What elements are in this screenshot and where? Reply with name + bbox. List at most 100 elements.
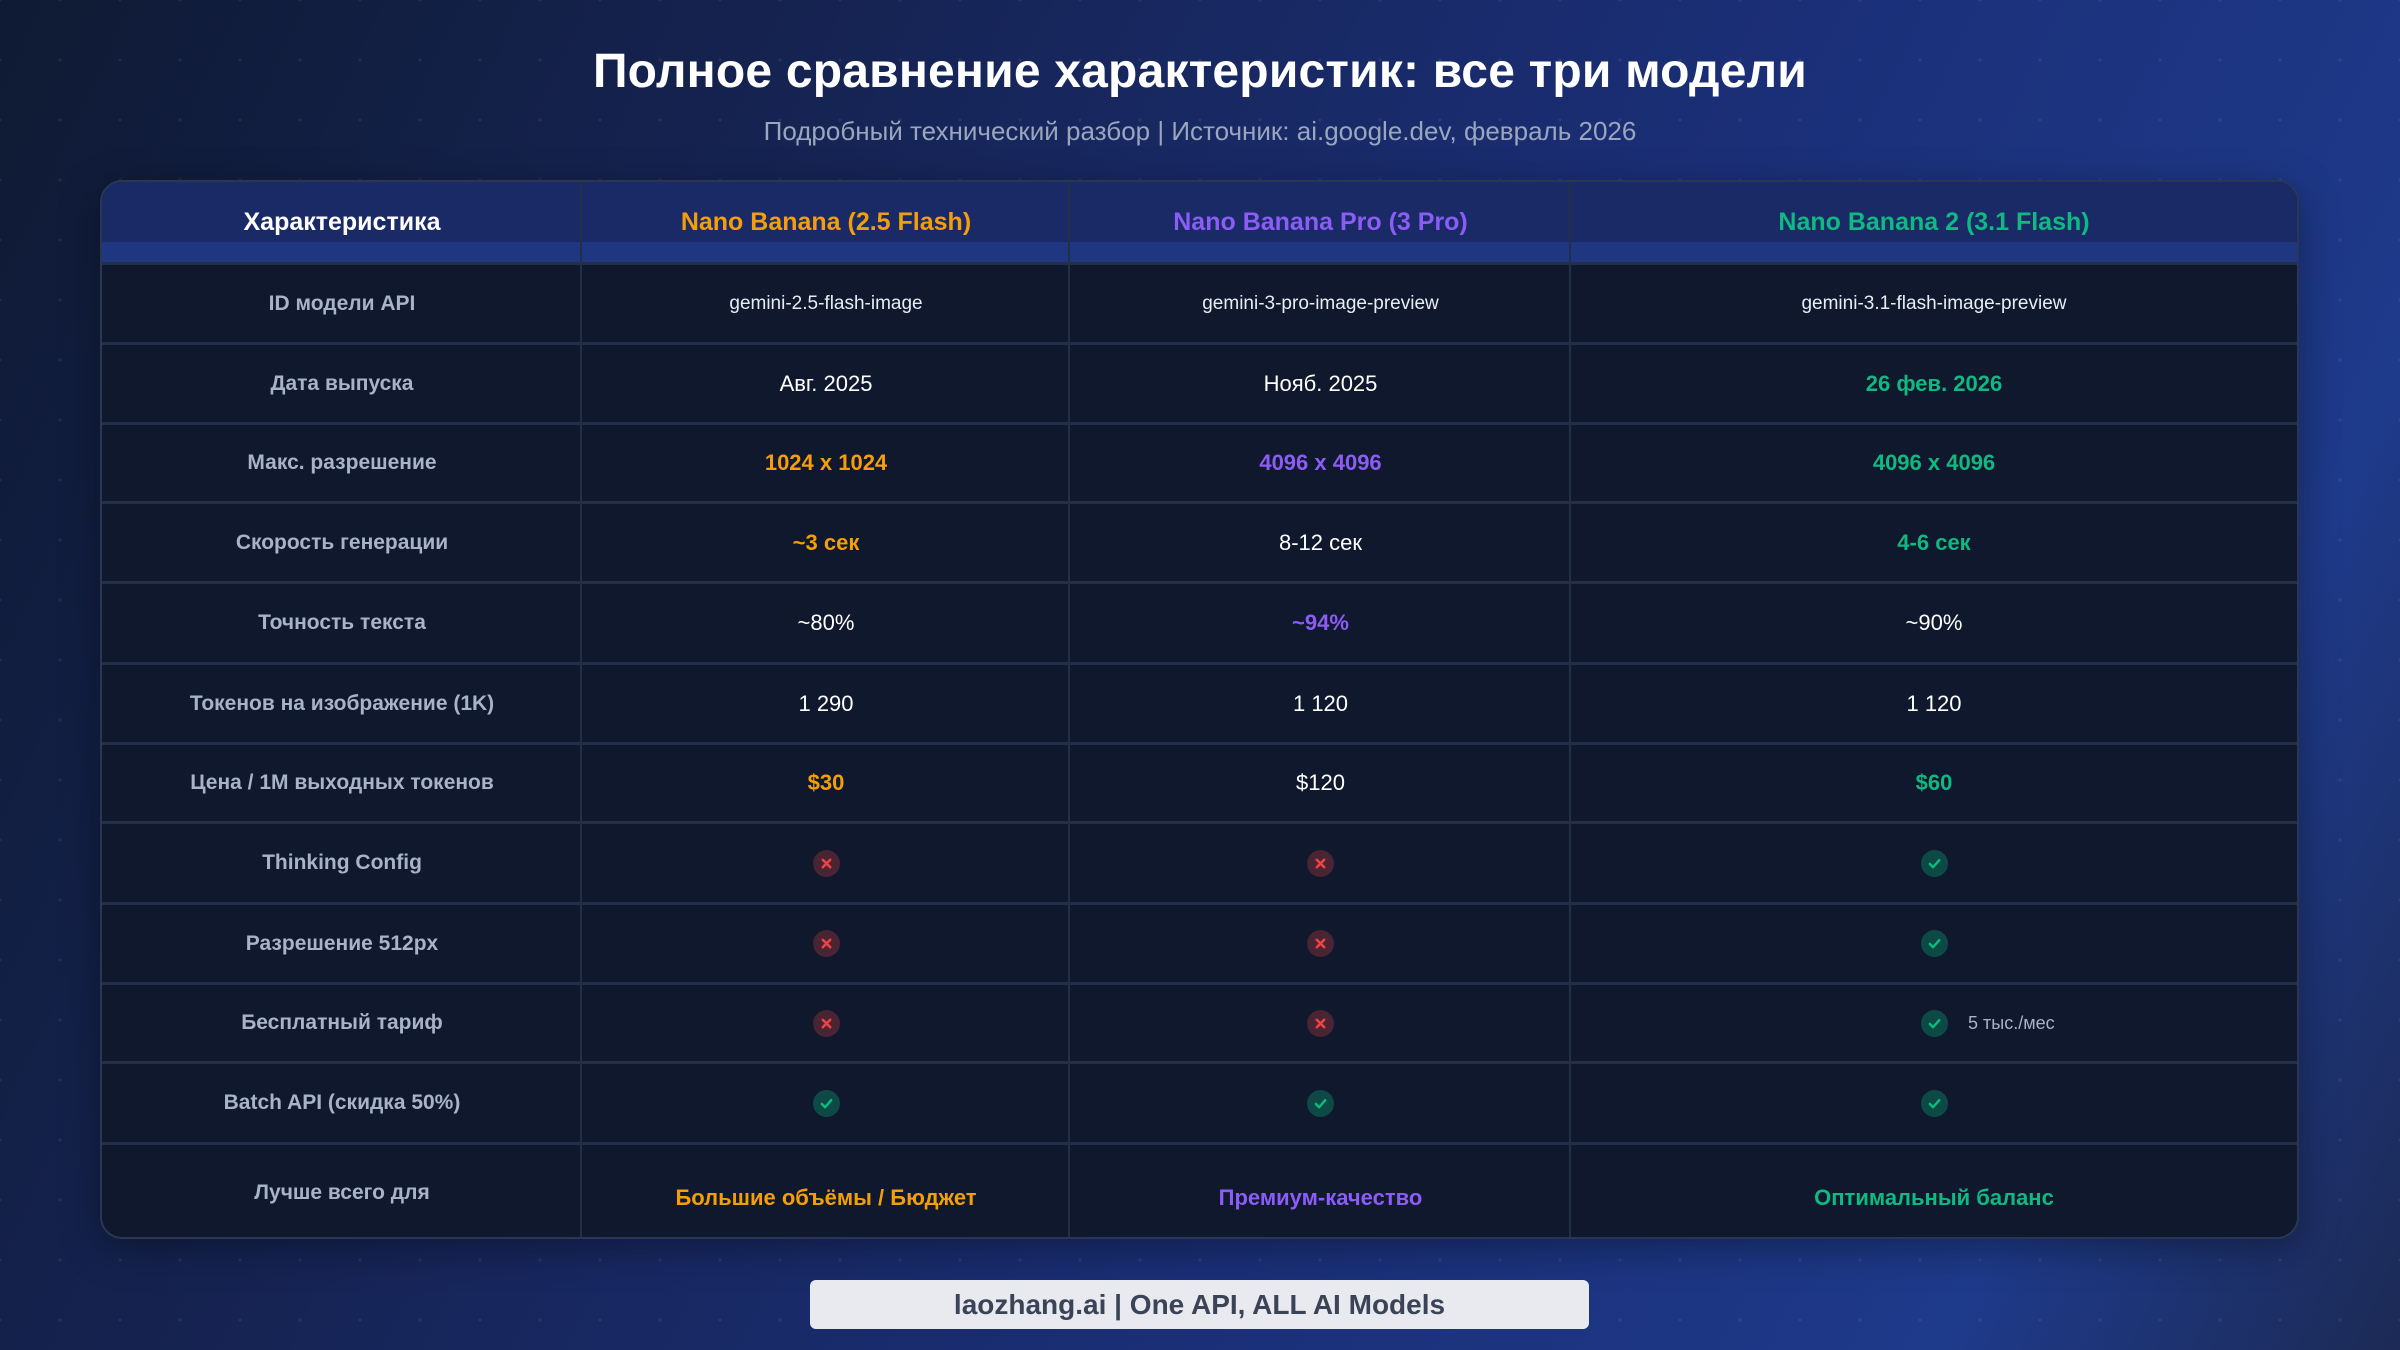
cell-value: ~3 сек	[792, 529, 860, 555]
row-label: Batch API (скидка 50%)	[223, 1091, 461, 1114]
cell-value: 1 290	[798, 690, 854, 716]
table-row: Макс. разрешение 1024 x 1024 4096 x 4096 40…	[102, 422, 2297, 501]
comparison-table: Характеристика Nano Banana (2.5 Flash) N…	[100, 180, 2299, 1239]
row-label: Токенов на изображение (1K)	[189, 691, 495, 715]
table-cell: 1024 x 1024	[582, 425, 1070, 501]
table-cell: ~90%	[1571, 584, 2297, 662]
row-label: Макс. разрешение	[247, 451, 437, 474]
table-cell: ~94%	[1070, 584, 1571, 662]
cell-value: gemini-2.5-flash-image	[729, 292, 923, 314]
table-cell	[1070, 824, 1571, 902]
cell-value: 1 120	[1292, 690, 1349, 716]
cross-icon	[1307, 1009, 1334, 1037]
cell-value: ~94%	[1292, 610, 1349, 635]
table-cell: ~80%	[582, 584, 1070, 662]
cell-value: Авг. 2025	[779, 370, 873, 396]
table-cell: 1 120	[1070, 665, 1571, 742]
table-row: Лучше всего для Большие объёмы / Бюджет Пр…	[102, 1142, 2297, 1237]
table-cell: Оптимальный баланс	[1571, 1145, 2297, 1237]
cross-icon	[812, 1009, 840, 1037]
cell-value: $30	[807, 770, 845, 795]
table-row: Дата выпуска Авг. 2025 Нояб. 2025 26 фев. 2…	[102, 342, 2297, 422]
cross-icon	[1307, 930, 1334, 957]
table-cell: ~3 сек	[582, 504, 1070, 581]
table-cell: $60	[1571, 745, 2297, 821]
cell-value: 8-12 сек	[1278, 529, 1362, 555]
page-subtitle: Подробный технический разбор | Источник:…	[763, 116, 1637, 146]
table-cell: 26 фев. 2026	[1571, 345, 2297, 422]
row-label: Дата выпуска	[270, 371, 414, 395]
table-cell: 8-12 сек	[1070, 504, 1571, 581]
column-divider	[580, 182, 582, 1237]
row-label: Цена / 1M выходных токенов	[190, 771, 494, 794]
table-cell	[1571, 905, 2297, 982]
check-icon	[1920, 849, 1948, 877]
check-icon	[1920, 930, 1948, 957]
footer-label: laozhang.ai | One API, ALL AI Models	[953, 1288, 1446, 1320]
table-row: Скорость генерации ~3 сек 8-12 сек 4-6 сек	[102, 501, 2297, 581]
cross-icon	[1307, 849, 1334, 877]
cell-note: 5 тыс./мес	[1968, 1012, 2055, 1033]
table-row: Бесплатный тариф 5 тыс./мес	[102, 982, 2297, 1061]
table-cell: 4-6 сек	[1571, 504, 2297, 581]
cell-value: $120	[1296, 770, 1345, 795]
table-cell: 4096 x 4096	[1070, 425, 1571, 501]
cell-value: 1 120	[1906, 690, 1962, 716]
table-cell	[1571, 824, 2297, 902]
table-cell	[582, 824, 1070, 902]
footer-banner: laozhang.ai | One API, ALL AI Models	[810, 1280, 1589, 1329]
table-cell: Премиум-качество	[1070, 1145, 1571, 1237]
column-header-nano-banana-pro: Nano Banana Pro (3 Pro)	[1173, 207, 1468, 236]
cell-value: Нояб. 2025	[1263, 370, 1378, 396]
table-row: Разрешение 512px	[102, 902, 2297, 982]
column-header-feature: Характеристика	[243, 207, 441, 236]
cell-value: ~80%	[797, 610, 855, 635]
table-row: Thinking Config	[102, 821, 2297, 902]
table-cell: 4096 x 4096	[1571, 425, 2297, 501]
cell-value: 4096 x 4096	[1259, 450, 1382, 475]
table-cell	[1070, 905, 1571, 982]
table-cell	[1070, 1064, 1571, 1142]
cell-value: Премиум-качество	[1218, 1185, 1423, 1210]
table-row: ID модели API gemini-2.5-flash-image gemin…	[102, 262, 2297, 342]
table-cell: 1 290	[582, 665, 1070, 742]
table-cell: 5 тыс./мес	[1571, 985, 2297, 1061]
table-cell: gemini-2.5-flash-image	[582, 265, 1070, 342]
table-cell	[1070, 985, 1571, 1061]
row-label: Thinking Config	[262, 851, 422, 874]
row-label: ID модели API	[268, 291, 416, 315]
table-cell: gemini-3-pro-image-preview	[1070, 265, 1571, 342]
cell-value: $60	[1915, 770, 1953, 795]
table-cell: Авг. 2025	[582, 345, 1070, 422]
table-cell: Большие объёмы / Бюджет	[582, 1145, 1070, 1237]
table-cell: 1 120	[1571, 665, 2297, 742]
cell-value: 1024 x 1024	[764, 450, 888, 475]
row-label: Разрешение 512px	[245, 931, 439, 955]
check-icon	[1307, 1089, 1334, 1117]
table-cell	[582, 1064, 1070, 1142]
column-header-nano-banana-2: Nano Banana 2 (3.1 Flash)	[1778, 207, 2090, 236]
table-row: Batch API (скидка 50%)	[102, 1061, 2297, 1142]
cell-value: gemini-3-pro-image-preview	[1202, 292, 1439, 314]
row-label: Лучше всего для	[254, 1181, 430, 1204]
cell-value: gemini-3.1-flash-image-preview	[1801, 292, 2067, 314]
table-header-row: Характеристика Nano Banana (2.5 Flash) N…	[102, 182, 2297, 262]
table-cell	[582, 905, 1070, 982]
row-label: Точность текста	[258, 611, 426, 634]
table-cell: gemini-3.1-flash-image-preview	[1571, 265, 2297, 342]
check-icon	[812, 1089, 840, 1117]
check-icon	[1920, 1089, 1948, 1117]
page-title: Полное сравнение характеристик: все три …	[592, 45, 1808, 98]
cell-value: 4-6 сек	[1897, 529, 1971, 555]
column-header-nano-banana: Nano Banana (2.5 Flash)	[680, 207, 972, 236]
cross-icon	[812, 849, 840, 877]
table-row: Цена / 1M выходных токенов $30 $120 $60	[102, 742, 2297, 821]
row-label: Бесплатный тариф	[241, 1011, 443, 1034]
cell-value: 4096 x 4096	[1872, 450, 1996, 475]
table-row: Точность текста ~80% ~94% ~90%	[102, 581, 2297, 662]
cell-value: Оптимальный баланс	[1814, 1185, 2054, 1210]
table-row: Токенов на изображение (1K) 1 290 1 120 1 1…	[102, 662, 2297, 742]
cell-value: Большие объёмы / Бюджет	[675, 1185, 977, 1210]
table-cell: Нояб. 2025	[1070, 345, 1571, 422]
column-divider	[1068, 182, 1070, 1237]
